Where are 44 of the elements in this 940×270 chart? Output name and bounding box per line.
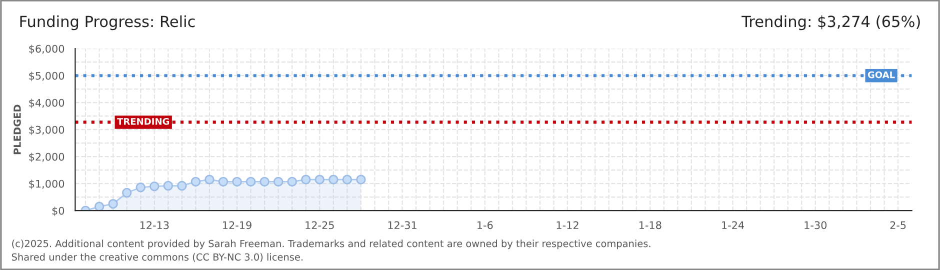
chart-title: Funding Progress: Relic (20, 15, 195, 30)
point (163, 180, 174, 191)
chart-subtitle: Trending: $3,274 (65%) (742, 15, 920, 30)
y-tick-label: $0 (52, 206, 64, 216)
point (342, 174, 352, 184)
text: (c)2025. Additional content provided by Sarah Freeman. Trademarks and related content are owned by their respective companies. (12, 240, 650, 250)
point (108, 198, 118, 209)
point (246, 176, 256, 187)
x-tick-label: 12-25 (306, 221, 334, 230)
text: Shared under the creative commons (CC BY-NC 3.0) license. (12, 253, 302, 262)
point (136, 182, 146, 192)
point (177, 180, 187, 191)
x-tick-label: 12-31 (388, 221, 416, 230)
point (122, 188, 132, 198)
point (301, 174, 311, 184)
point (356, 174, 366, 184)
y-tick-label: $5,000 (29, 72, 64, 82)
x-tick-label: 2-5 (890, 221, 906, 230)
x-tick-label: 1-24 (722, 221, 744, 229)
point (150, 181, 160, 192)
y-tick-label: $2,000 (29, 152, 64, 162)
point (314, 174, 324, 184)
x-tick-label: 1-6 (478, 221, 493, 230)
x-tick-label: 1-30 (804, 221, 827, 230)
y-axis-title: PLEDGED (14, 104, 21, 154)
y-tick-label: $3,000 (29, 126, 64, 136)
point (273, 176, 284, 187)
y-tick-label: $4,000 (29, 98, 64, 108)
point (218, 176, 228, 187)
x-tick-label: 1-12 (556, 221, 578, 229)
point (287, 176, 297, 187)
x-tick-label: 12-19 (223, 221, 252, 230)
x-tick-label: 1-18 (639, 221, 662, 230)
y-tick-label: $6,000 (29, 44, 64, 54)
point (204, 174, 214, 184)
point (328, 174, 338, 184)
point (260, 176, 270, 187)
ref-line-label: TRENDING (117, 118, 170, 125)
ref-line-label: GOAL (868, 71, 895, 78)
point (232, 176, 242, 187)
y-tick-label: $1,000 (29, 180, 64, 190)
point (190, 176, 201, 187)
x-tick-label: 12-13 (140, 221, 169, 230)
point (94, 202, 104, 211)
